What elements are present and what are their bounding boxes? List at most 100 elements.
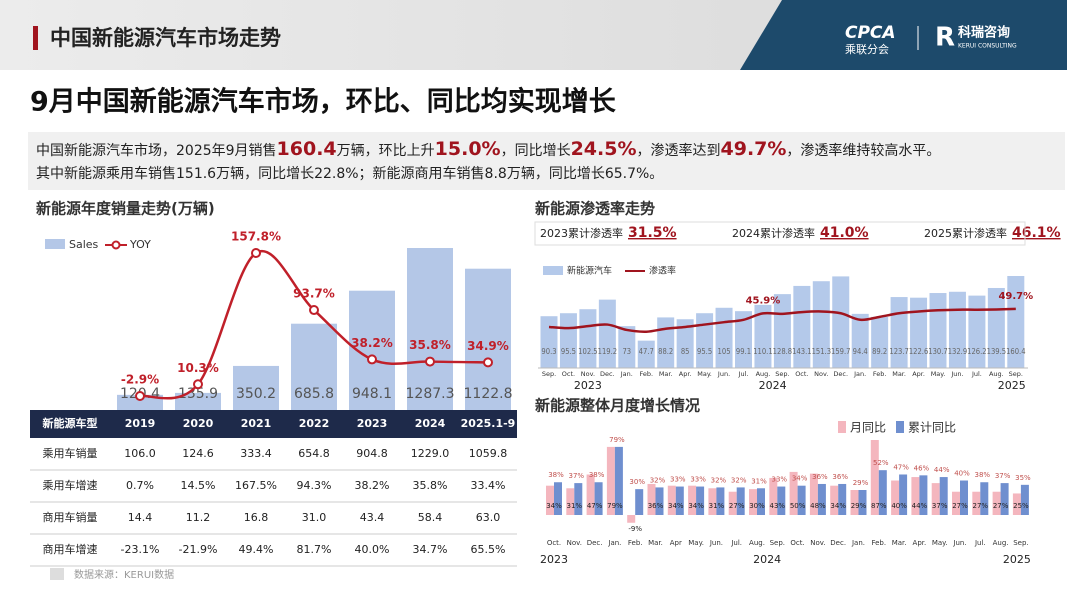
bar xyxy=(676,319,694,368)
table-cell: 58.4 xyxy=(418,511,443,524)
bar-label: 350.2 xyxy=(236,386,276,402)
bar xyxy=(980,482,989,515)
table-header-cell: 2023 xyxy=(357,417,388,430)
bar-label: 37% xyxy=(995,472,1011,480)
x-tick-label: Feb. xyxy=(873,370,887,378)
bar-label: 34% xyxy=(792,475,808,483)
bar-label: 27% xyxy=(729,502,745,510)
legend-swatch xyxy=(111,240,121,250)
bar xyxy=(960,480,968,515)
bar xyxy=(817,483,826,515)
x-tick-label: Apr. xyxy=(679,370,692,378)
bar xyxy=(851,313,869,368)
bar xyxy=(992,491,1001,515)
x-tick-label: Mar. xyxy=(659,370,673,378)
line-point xyxy=(135,391,145,401)
bar-label: 33% xyxy=(670,476,686,484)
bar xyxy=(812,281,830,368)
bar xyxy=(736,487,745,515)
bar xyxy=(1020,484,1029,515)
cumulative-value: 46.1% xyxy=(1012,225,1061,241)
x-tick-label: Oct. xyxy=(562,370,575,378)
bar-label: 32% xyxy=(711,476,727,484)
x-tick-label: May. xyxy=(697,370,712,378)
x-tick-label: Sep. xyxy=(1009,370,1023,378)
bar-label: 43% xyxy=(770,502,786,510)
cumulative-box xyxy=(534,221,1026,246)
x-tick-label: Jan. xyxy=(851,539,865,547)
bar xyxy=(911,477,920,515)
summary-highlight: 24.5% xyxy=(570,138,637,160)
legend-label: 新能源汽车 xyxy=(567,265,612,277)
bar-label: 37% xyxy=(569,472,585,480)
table-cell: 43.4 xyxy=(360,511,385,524)
line-point xyxy=(309,305,319,316)
legend-swatch xyxy=(543,266,563,275)
bar xyxy=(465,268,511,410)
bar-label: 95.5 xyxy=(697,347,712,357)
bar-label: 123.7 xyxy=(889,347,909,357)
x-tick-label: Sep. xyxy=(542,370,556,378)
table-cell: 94.3% xyxy=(297,479,332,492)
table-cell: 167.5% xyxy=(235,479,277,492)
x-tick-label: May. xyxy=(932,539,948,547)
bar-label: 122.6 xyxy=(909,347,929,357)
bar-label: 95.5 xyxy=(561,347,576,357)
bar xyxy=(233,365,279,410)
bar-label: 30% xyxy=(749,502,765,510)
bar xyxy=(559,313,577,368)
bar xyxy=(1007,276,1025,368)
bar xyxy=(117,394,163,410)
bar-label: 36% xyxy=(812,473,828,481)
line-point xyxy=(251,248,261,258)
bar xyxy=(789,471,798,515)
bar xyxy=(614,446,623,515)
bar xyxy=(675,486,684,515)
bar xyxy=(554,482,562,515)
bar-label: 99.1 xyxy=(736,347,751,357)
bar xyxy=(777,486,786,515)
legend-label: 渗透率 xyxy=(649,265,676,277)
table-header-bg xyxy=(30,410,517,438)
bar-label: 135.9 xyxy=(178,386,218,402)
logo-kerui: 科瑞咨询 xyxy=(958,25,1010,41)
bar xyxy=(871,316,889,368)
bar-label: 128.8 xyxy=(773,347,793,357)
bar xyxy=(793,285,811,368)
summary-text: ，渗透率维持较高水平。 xyxy=(786,143,941,159)
bar-label: 47% xyxy=(893,463,909,471)
table-cell: 31.0 xyxy=(302,511,327,524)
bar xyxy=(696,313,714,368)
legend-label: 月同比 xyxy=(850,421,886,435)
bar-label: 50% xyxy=(790,502,806,510)
legend-label: YOY xyxy=(129,238,151,251)
bar-label: 90.3 xyxy=(541,347,556,357)
table-cell: -21.9% xyxy=(179,543,218,556)
bar xyxy=(891,480,900,515)
bar-label: 102.5 xyxy=(578,347,598,357)
bar xyxy=(769,477,778,515)
bar xyxy=(635,489,644,515)
bar-label: 79% xyxy=(609,436,625,444)
source-icon xyxy=(50,568,64,580)
line-label: 157.8% xyxy=(231,230,281,244)
x-tick-label: Aug. xyxy=(756,370,771,378)
bar-label: 89.2 xyxy=(872,347,887,357)
bar-label: 110.1 xyxy=(753,347,773,357)
summary-highlight: 15.0% xyxy=(434,138,501,160)
bar-label: 130.7 xyxy=(928,347,948,357)
line-label: -2.9% xyxy=(121,373,159,387)
x-tick-label: Dec. xyxy=(587,539,603,547)
summary-line: 中国新能源汽车市场，2025年9月销售160.4万辆，环比上升15.0%，同比增… xyxy=(36,138,1057,163)
bar-label: 38% xyxy=(975,471,991,479)
bar-label: 36% xyxy=(648,502,664,510)
x-tick-label: Nov. xyxy=(814,370,828,378)
bar-label: 685.8 xyxy=(294,386,334,402)
bar xyxy=(696,486,705,515)
x-tick-label: Apr. xyxy=(913,539,927,547)
bar-label: 73 xyxy=(622,347,631,357)
x-tick-label: Jun. xyxy=(717,370,730,378)
title-marker xyxy=(33,26,38,50)
table-cell: 1059.8 xyxy=(469,447,508,460)
x-tick-label: Dec. xyxy=(600,370,615,378)
